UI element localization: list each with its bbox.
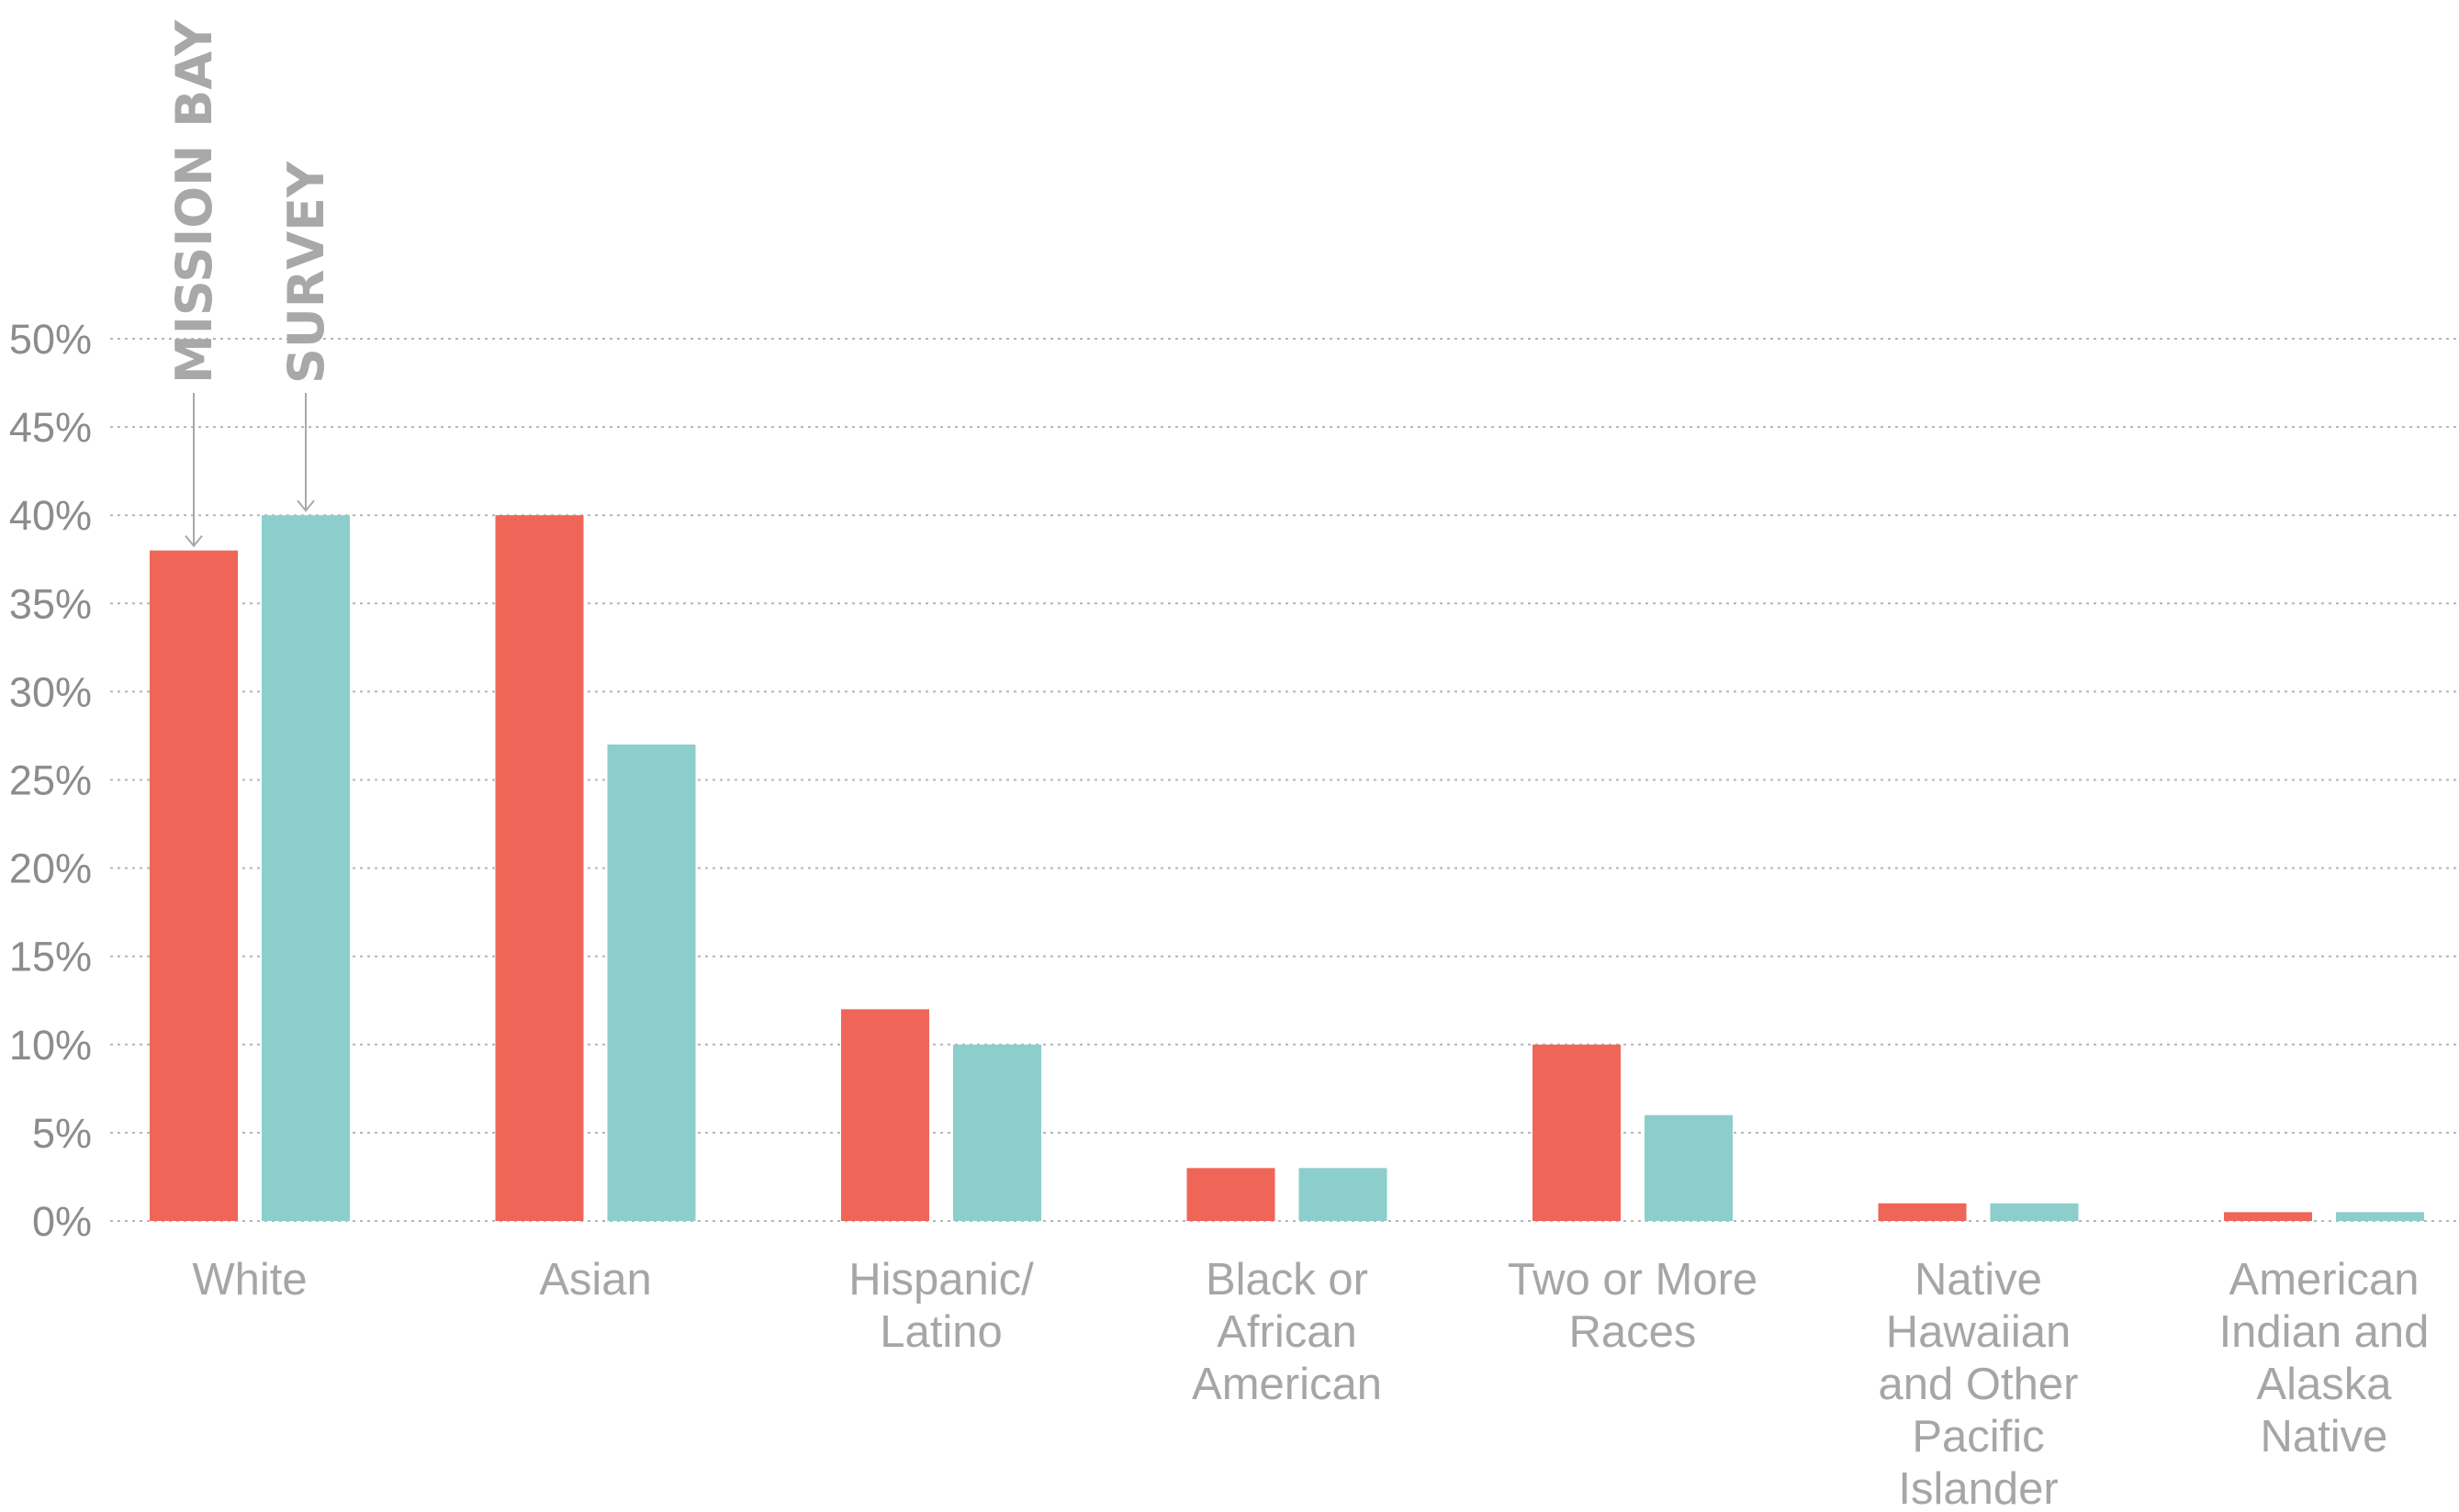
bar-mission-bay: [150, 550, 238, 1221]
category-label: Asian: [539, 1255, 652, 1305]
series-label: SURVEY: [277, 161, 335, 384]
y-tick-label: 30%: [9, 668, 92, 715]
category-label: White: [192, 1255, 307, 1305]
series-label: MISSION BAY: [165, 19, 223, 384]
bar-mission-bay: [2224, 1212, 2312, 1221]
y-tick-label: 0%: [32, 1198, 92, 1245]
bar-mission-bay: [1533, 1044, 1621, 1221]
bar-mission-bay: [841, 1009, 929, 1221]
y-tick-label: 5%: [32, 1110, 92, 1157]
bar-survey: [2336, 1212, 2424, 1221]
bar-mission-bay: [1186, 1168, 1275, 1221]
pointer-arrowhead: [185, 535, 203, 548]
bar-survey: [262, 515, 350, 1221]
bar-survey: [953, 1044, 1041, 1221]
y-tick-label: 40%: [9, 492, 92, 539]
bar-survey: [607, 745, 696, 1221]
category-label: Two or More Races: [1508, 1255, 1757, 1357]
category-labels: White Asian Hispanic/Latino Black or African…: [192, 1255, 2429, 1512]
y-tick-label: 20%: [9, 846, 92, 892]
y-tick-label: 25%: [9, 757, 92, 804]
bar-mission-bay: [495, 515, 584, 1221]
category-label: American Indian and Alaska Native: [2219, 1255, 2430, 1462]
y-axis-ticks: 0% 5% 10% 15% 20% 25% 30% 35% 40% 45% 50%: [9, 316, 92, 1245]
series-labels: MISSION BAY SURVEY: [165, 19, 335, 548]
category-label: Native Hawaiian and Other Pacific Islander: [1879, 1255, 2079, 1512]
category-label: Hispanic/Latino: [848, 1255, 1034, 1357]
y-tick-label: 50%: [9, 316, 92, 363]
y-tick-label: 45%: [9, 404, 92, 451]
bar-survey: [1645, 1114, 1733, 1221]
bar-survey: [1298, 1168, 1387, 1221]
bars: [150, 515, 2424, 1221]
y-tick-label: 35%: [9, 580, 92, 627]
y-tick-label: 10%: [9, 1022, 92, 1069]
bar-mission-bay: [1878, 1203, 1967, 1221]
bar-survey: [1990, 1203, 2079, 1221]
pointer-arrowhead: [297, 499, 315, 512]
category-label: Black or African American: [1192, 1255, 1382, 1409]
gridlines: [110, 338, 2459, 1222]
y-tick-label: 15%: [9, 934, 92, 980]
